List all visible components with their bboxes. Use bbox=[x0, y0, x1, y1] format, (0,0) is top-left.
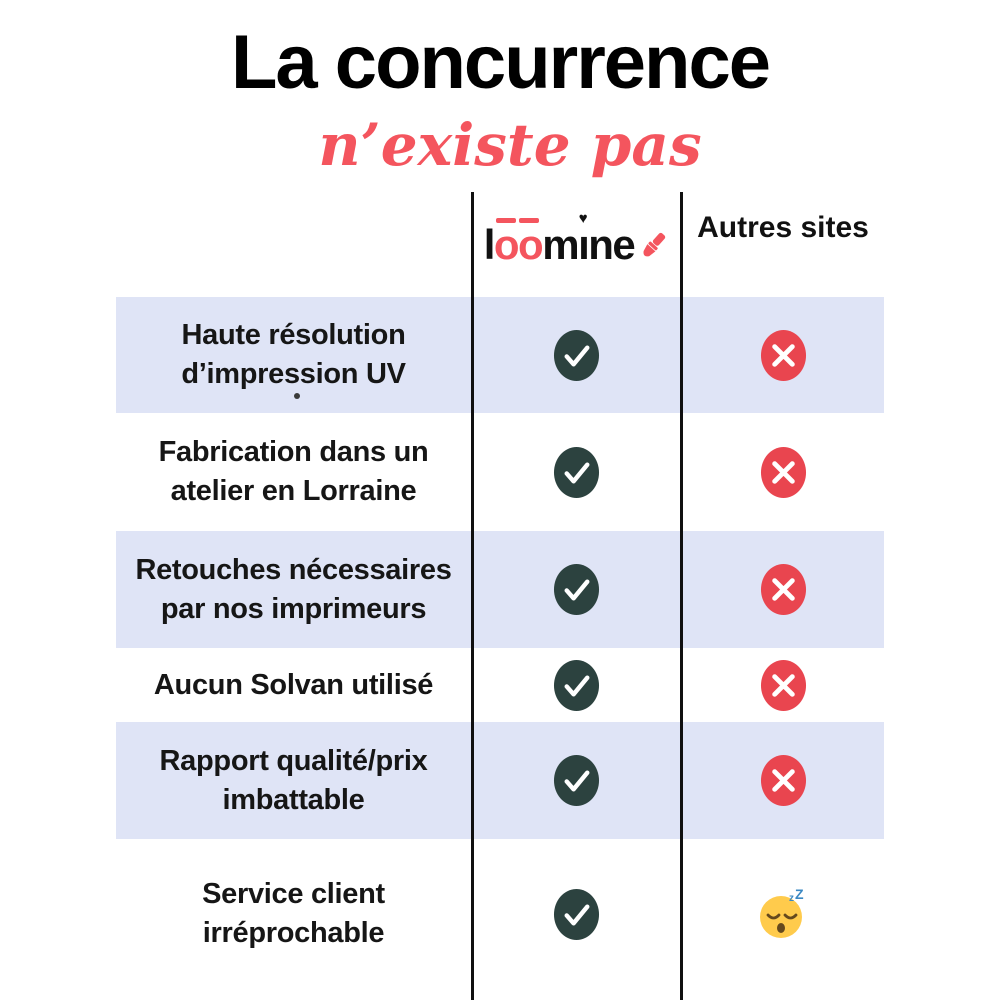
page-title: La concurrence bbox=[231, 20, 771, 105]
check-icon bbox=[553, 755, 600, 806]
heart-dot-icon: ♥ bbox=[578, 210, 588, 227]
check-icon bbox=[553, 446, 600, 498]
check-icon bbox=[553, 564, 600, 615]
page-subtitle: n’existe pas bbox=[318, 111, 702, 179]
logo-letter-l: l bbox=[483, 221, 496, 268]
logo-letters-oo: oo bbox=[493, 221, 544, 268]
loomine-logo: loomı ♥ ne bbox=[472, 210, 682, 268]
feature-row-service-client: Service client irréprochable z Z bbox=[116, 839, 884, 989]
check-icon bbox=[553, 329, 600, 381]
feature-label: Haute résolution d’impression UV bbox=[181, 319, 406, 390]
feature-label: Aucun Solvan utilisé bbox=[153, 668, 434, 701]
cross-icon bbox=[760, 446, 806, 498]
svg-text:z: z bbox=[789, 893, 794, 904]
feature-row-solvan: Aucun Solvan utilisé bbox=[116, 648, 884, 722]
feature-row-retouches: Retouches nécessaires par nos imprimeurs bbox=[116, 531, 884, 648]
column-divider-right bbox=[680, 192, 683, 1000]
sleeping-face-emoji-icon: z Z bbox=[760, 887, 804, 938]
feature-row-haute-resolution: Haute résolution d’impression UV bbox=[116, 297, 884, 413]
column-header-other-sites: Autres sites bbox=[697, 211, 869, 244]
check-icon bbox=[553, 659, 600, 711]
svg-text:Z: Z bbox=[795, 887, 804, 902]
feature-label: Rapport qualité/prix imbattable bbox=[159, 744, 428, 816]
cross-icon bbox=[760, 755, 806, 806]
logo-letter-m: m bbox=[542, 221, 579, 268]
feature-label: Retouches nécessaires par nos imprimeurs bbox=[135, 553, 452, 625]
paintbrush-icon bbox=[643, 232, 666, 257]
feature-row-rapport: Rapport qualité/prix imbattable bbox=[116, 722, 884, 839]
cross-icon bbox=[760, 329, 806, 381]
cross-icon bbox=[760, 564, 806, 615]
column-divider-left bbox=[471, 192, 474, 1000]
logo-letter-i: ı ♥ bbox=[578, 210, 590, 268]
logo-letters-ne: ne bbox=[588, 221, 636, 268]
feature-label: Service client irréprochable bbox=[202, 878, 385, 949]
stray-dot bbox=[294, 393, 300, 399]
feature-label: Fabrication dans un atelier en Lorraine bbox=[158, 436, 429, 507]
cross-icon bbox=[760, 659, 806, 711]
feature-row-fabrication: Fabrication dans un atelier en Lorraine bbox=[116, 413, 884, 531]
check-icon bbox=[553, 888, 600, 940]
